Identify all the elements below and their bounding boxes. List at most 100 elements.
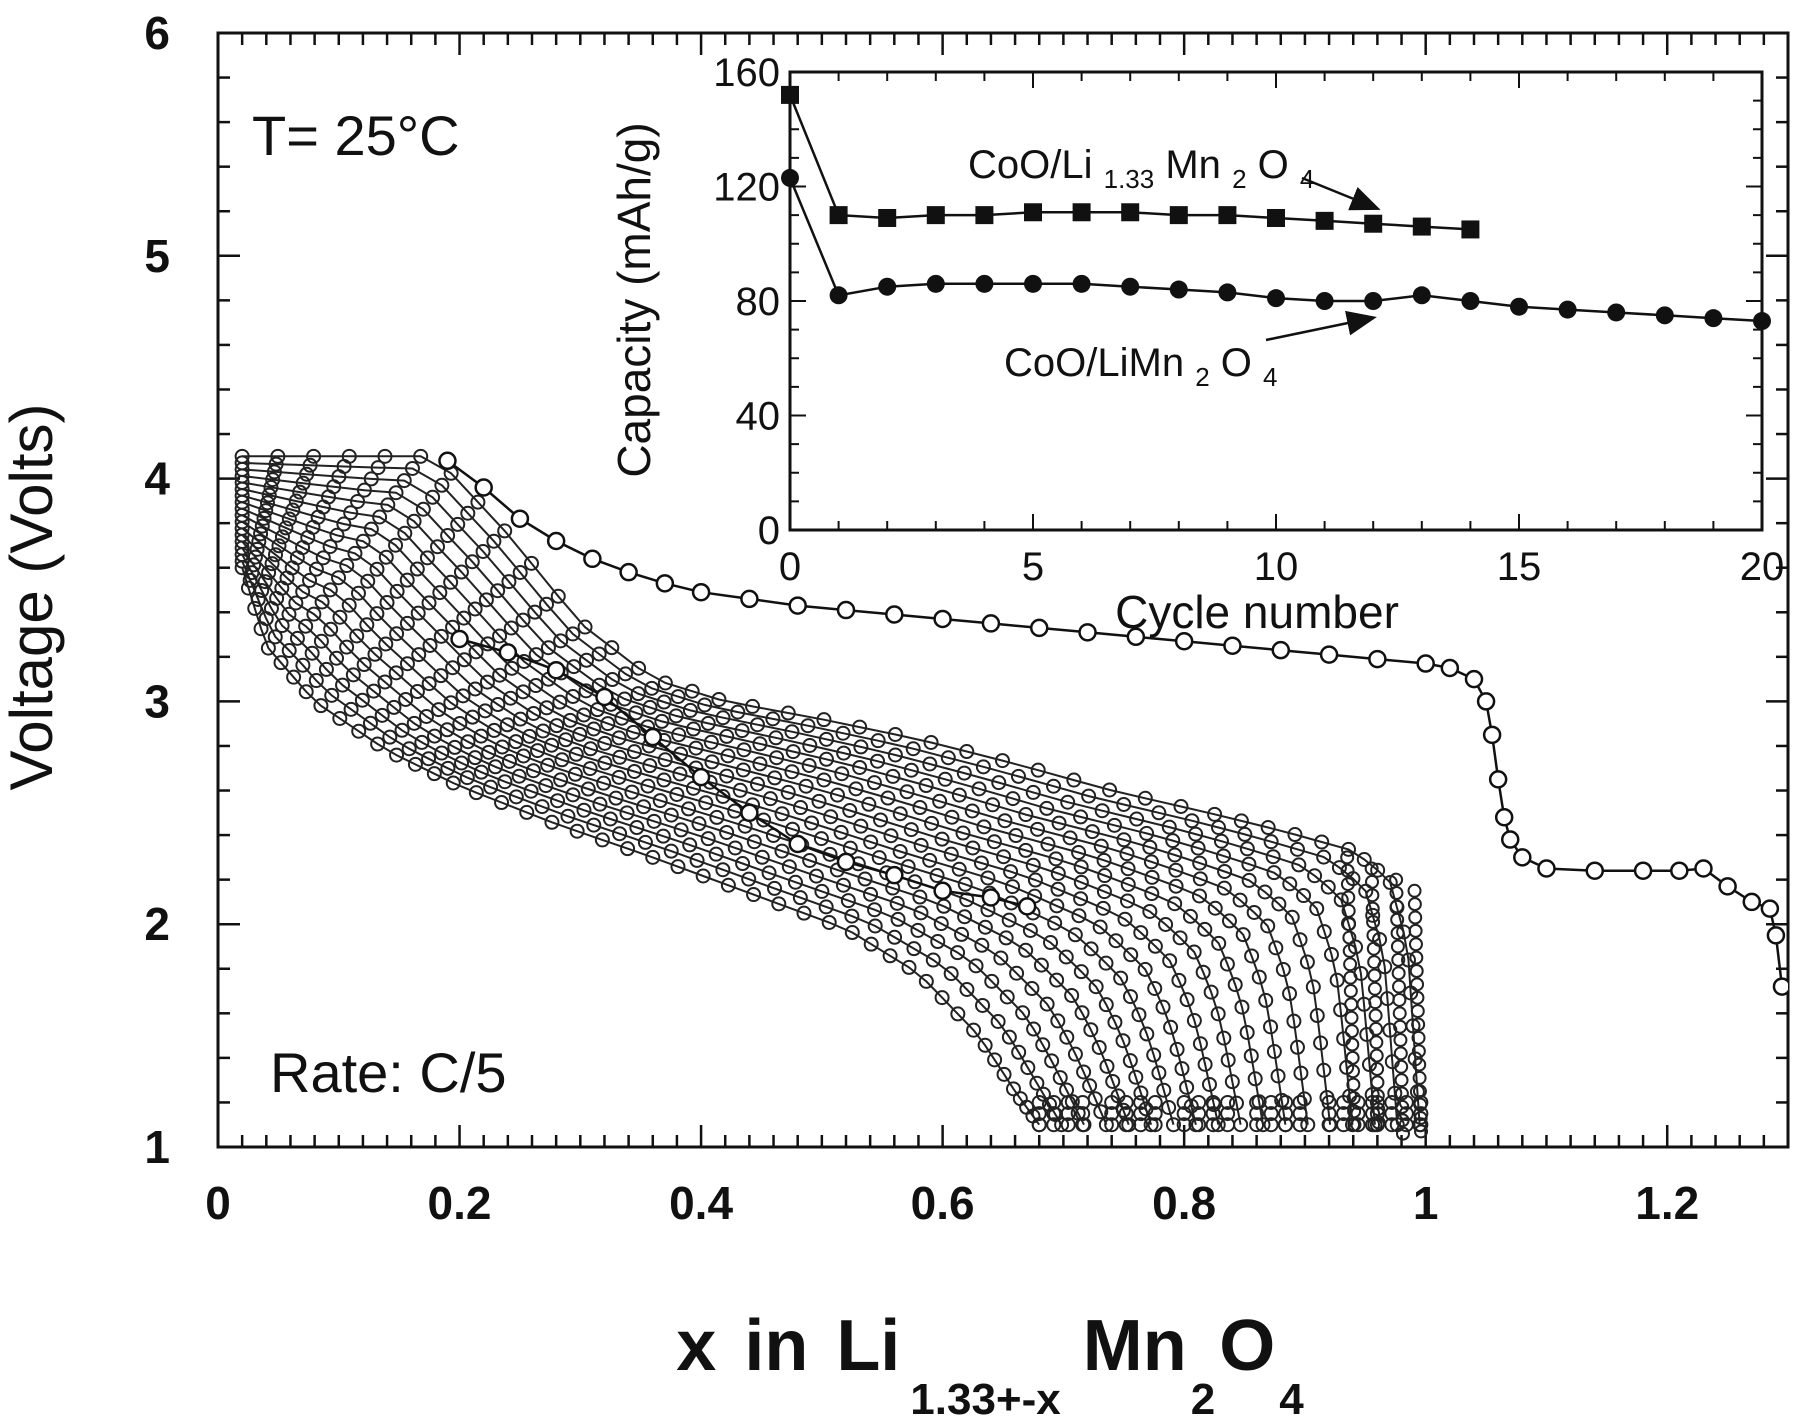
cycle-curve — [234, 501, 1249, 1133]
cycle-point — [1144, 886, 1160, 902]
cycle-point — [1239, 841, 1255, 857]
cycle-point — [719, 728, 735, 744]
inset-x-tick-label: 20 — [1740, 545, 1785, 589]
cycle-point — [1018, 842, 1034, 858]
cycle-point — [1356, 851, 1372, 867]
cycle-point — [1216, 848, 1232, 864]
cycle-point — [1067, 1046, 1083, 1062]
charge-end-point — [1046, 1117, 1062, 1133]
end-segment-point — [1365, 874, 1380, 889]
cycle-point — [268, 456, 284, 472]
cycle-point — [761, 865, 777, 881]
inset-plot: 0 5 10 15 20 0 40 80 120 160 — [713, 51, 1784, 589]
cycle-point — [1192, 855, 1208, 871]
cycle-point — [1271, 896, 1287, 912]
cycle-point — [483, 779, 499, 795]
cycle-point — [617, 691, 633, 707]
cycle-point — [1192, 1036, 1208, 1052]
charge-end-point — [1278, 1117, 1294, 1133]
end-segment-point — [1366, 928, 1381, 943]
cycle-point — [780, 784, 796, 800]
cycle-point — [445, 660, 461, 676]
end-segment-point — [1371, 1115, 1386, 1130]
cycle-point — [1120, 861, 1136, 877]
end-segment-point — [1369, 1035, 1384, 1050]
cycle-point — [671, 727, 687, 743]
cycle-point — [1116, 832, 1132, 848]
cycle-point — [539, 596, 555, 612]
first-discharge-point — [1513, 848, 1532, 867]
cycle-point — [398, 691, 414, 707]
cycle-point — [1370, 862, 1386, 878]
cycle-point — [544, 737, 560, 753]
cycle-point — [1167, 896, 1183, 912]
end-segment-point — [1407, 897, 1422, 912]
cycle-point — [1211, 820, 1227, 836]
cycle-point — [1098, 955, 1114, 971]
cycle-point — [487, 759, 503, 775]
cycle-point — [991, 775, 1007, 791]
end-segment-point — [1414, 1124, 1429, 1139]
cycle-point — [401, 741, 417, 757]
cycle-point — [572, 726, 588, 742]
cycle-point — [378, 636, 394, 652]
first-discharge-point — [933, 609, 952, 629]
cycle-point — [976, 819, 992, 835]
first-discharge-point — [1766, 926, 1786, 945]
cycle-point — [274, 529, 290, 545]
cycle-point — [407, 756, 423, 772]
cycle-point — [580, 781, 596, 797]
cycle-point — [754, 849, 770, 865]
cycle-point — [611, 769, 627, 785]
cycle-point — [1241, 856, 1257, 872]
cycle-point — [539, 700, 555, 716]
first-discharge-point — [619, 562, 638, 582]
cycle-point — [951, 787, 967, 803]
cycle-point — [567, 766, 583, 782]
cycle-point — [1024, 981, 1040, 997]
first-discharge-series — [438, 451, 1788, 996]
cycle-point — [903, 822, 919, 838]
charge-end-point — [1292, 1106, 1308, 1122]
cycle-point — [834, 766, 850, 782]
cycle-point — [922, 756, 938, 772]
cycle-point — [295, 657, 311, 673]
cycle-point — [267, 629, 283, 645]
cycle-point — [419, 550, 435, 566]
first-discharge-point — [474, 478, 493, 497]
legend-arrow-square — [1301, 176, 1381, 211]
cycle-point — [459, 770, 475, 786]
cycle-point — [695, 868, 711, 884]
end-segment-point — [1370, 1062, 1385, 1077]
cycle-point — [1050, 1013, 1066, 1029]
cycle-point — [492, 628, 508, 644]
cycle-point — [999, 989, 1015, 1005]
end-segment-point — [1412, 1070, 1427, 1085]
cycle-point — [508, 789, 524, 805]
cycle-point — [1074, 1005, 1090, 1021]
charge-end-point — [1147, 1094, 1163, 1110]
inset-square-point — [878, 208, 897, 227]
cycle-point — [1151, 1065, 1167, 1081]
cycle-point — [1106, 817, 1122, 833]
inset-circle-point — [1412, 286, 1431, 305]
first-discharge-point — [885, 605, 904, 624]
first-discharge-point — [1760, 899, 1780, 918]
cycle-point — [1147, 938, 1163, 954]
cycle-point — [816, 772, 832, 788]
charge-end-point — [1278, 1094, 1294, 1110]
cycle-point — [569, 823, 585, 839]
cycle-point — [481, 744, 497, 760]
end-segment-point — [1365, 901, 1380, 916]
cycle-point — [468, 644, 484, 660]
cycle-point — [602, 811, 618, 827]
cycle-point — [977, 919, 993, 935]
cycle-point — [261, 487, 277, 503]
cycle-point — [1296, 888, 1312, 904]
cycle-point — [691, 816, 707, 832]
end-segment-point — [1368, 1021, 1383, 1036]
x-axis-title-part: Mn — [1083, 1306, 1187, 1386]
end-segment-point — [1370, 1075, 1385, 1090]
end-segment-point — [1395, 1126, 1410, 1141]
inset-square-point — [1412, 217, 1431, 236]
